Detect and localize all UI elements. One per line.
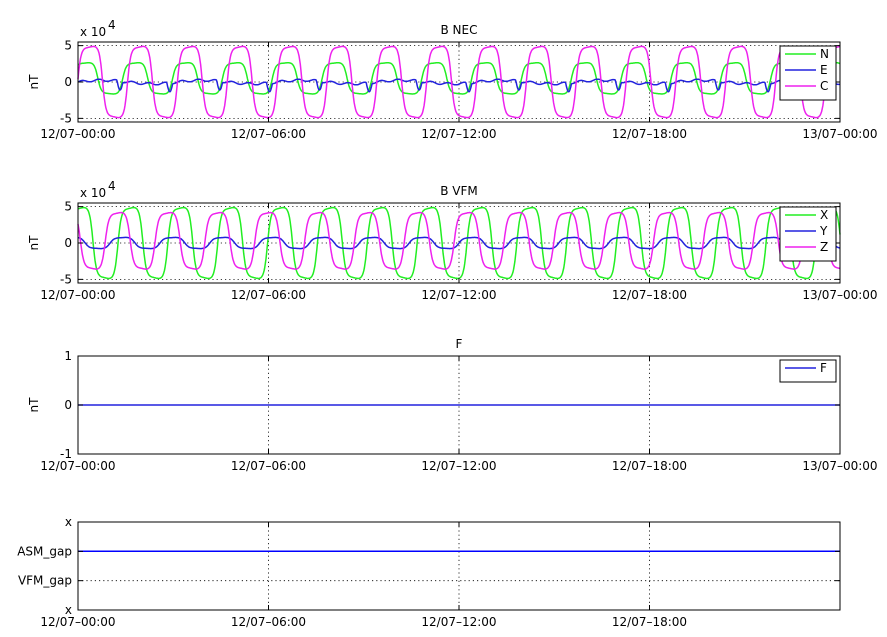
y-tick-label: ASM_gap — [17, 544, 72, 558]
x-tick-label: 12/07–06:00 — [231, 615, 306, 629]
x-tick-label: 12/07–18:00 — [612, 615, 687, 629]
plot-area — [78, 522, 840, 610]
x-tick-label: 12/07–12:00 — [421, 127, 496, 141]
x-tick-label: 12/07–12:00 — [421, 288, 496, 302]
legend-box — [779, 359, 837, 383]
x-tick-label: 12/07–18:00 — [612, 459, 687, 473]
y-axis-label: nT — [27, 397, 41, 413]
x-tick-label: 13/07–00:00 — [802, 127, 877, 141]
y-multiplier: x 10 — [80, 25, 106, 39]
x-tick-label: 12/07–06:00 — [231, 127, 306, 141]
y-tick-label: -5 — [60, 111, 72, 125]
series-line-n — [77, 62, 841, 95]
x-tick-label: 12/07–06:00 — [231, 288, 306, 302]
y-tick-label: 0 — [64, 398, 72, 412]
y-tick-label: 1 — [64, 349, 72, 363]
series-line-z — [77, 211, 841, 270]
y-axis-label: nT — [27, 74, 41, 90]
series-line-y — [77, 236, 841, 250]
y-multiplier-exponent: 4 — [108, 179, 116, 193]
x-tick-label: 12/07–00:00 — [40, 615, 115, 629]
panel-b-nec: B NEC -5 0 5 12/07–00:00 12/07–06:00 12/07–12:… — [27, 18, 878, 141]
x-tick-label: 12/07–12:00 — [421, 615, 496, 629]
legend-label: Y — [819, 224, 828, 238]
y-tick-label: -1 — [60, 447, 72, 461]
y-multiplier: x 10 — [80, 186, 106, 200]
y-tick-label: 5 — [64, 39, 72, 53]
y-tick-label: 0 — [64, 236, 72, 250]
x-tick-label: 12/07–12:00 — [421, 459, 496, 473]
panel-title: B VFM — [440, 184, 478, 198]
x-tick-label: 12/07–18:00 — [612, 288, 687, 302]
panel-title: F — [456, 337, 463, 351]
legend-label: X — [820, 208, 828, 222]
y-tick-label: 0 — [64, 75, 72, 89]
y-tick-label: 5 — [64, 200, 72, 214]
y-axis-label: nT — [27, 235, 41, 251]
y-tick-label: VFM_gap — [18, 574, 72, 588]
series-line-c — [77, 45, 841, 119]
y-tick-label: -5 — [60, 272, 72, 286]
series-line-e — [77, 78, 841, 93]
x-tick-label: 12/07–00:00 — [40, 288, 115, 302]
y-tick-label: x — [65, 603, 72, 617]
x-tick-label: 13/07–00:00 — [802, 459, 877, 473]
x-tick-label: 12/07–00:00 — [40, 459, 115, 473]
legend: NEC — [779, 45, 837, 101]
panel-title: B NEC — [441, 23, 478, 37]
legend-label: E — [820, 63, 828, 77]
legend-label: F — [820, 361, 827, 375]
y-tick-label: x — [65, 515, 72, 529]
legend: F — [779, 359, 837, 383]
x-tick-label: 12/07–18:00 — [612, 127, 687, 141]
legend-box — [779, 45, 837, 101]
x-tick-label: 12/07–06:00 — [231, 459, 306, 473]
legend-label: Z — [820, 240, 828, 254]
legend-label: N — [820, 47, 829, 61]
x-tick-label: 12/07–00:00 — [40, 127, 115, 141]
y-multiplier-exponent: 4 — [108, 18, 116, 32]
legend-box — [779, 206, 837, 262]
legend-label: C — [820, 79, 828, 93]
panel-b-vfm: B VFM -5 0 5 12/07–00:00 12/07–06:00 12/07–12:… — [27, 179, 878, 302]
panel-f: F -1 0 1 12/07–00:00 12/07–06:00 12/07–12:00 12… — [27, 337, 878, 473]
legend: XYZ — [779, 206, 837, 262]
x-tick-label: 13/07–00:00 — [802, 288, 877, 302]
